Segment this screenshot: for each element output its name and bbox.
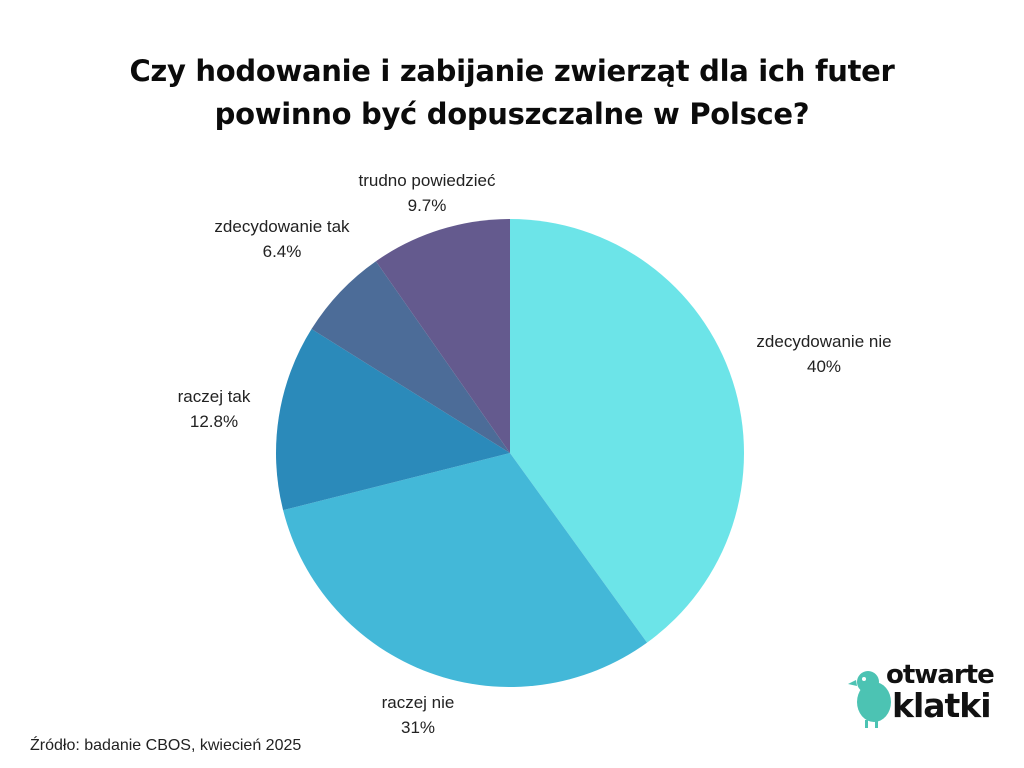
slice-label-4: zdecydowanie tak [214, 217, 350, 236]
slice-value-label-3: 12.8% [190, 412, 238, 431]
slice-label-1: zdecydowanie nie [756, 332, 891, 351]
pie-slice-4 [311, 261, 510, 453]
pie-slice-1 [510, 219, 745, 643]
slice-value-label-2: 31% [401, 718, 435, 737]
pie-slice-2 [283, 453, 648, 687]
logo-text-line-2: klatki [892, 686, 992, 725]
slice-label-3: raczej tak [178, 387, 251, 406]
chart-title: Czy hodowanie i zabijanie zwierząt dla i… [0, 50, 1024, 136]
slice-label-2: raczej nie [382, 693, 455, 712]
chart-title-line-1: Czy hodowanie i zabijanie zwierząt dla i… [129, 54, 895, 88]
pie-slice-3 [276, 329, 510, 511]
slice-label-5: trudno powiedzieć [358, 171, 496, 190]
slice-value-label-4: 6.4% [263, 242, 302, 261]
logo-text-line-1: otwarte [886, 660, 995, 690]
slice-value-label-5: 9.7% [408, 196, 447, 215]
slice-value-label-1: 40% [807, 357, 841, 376]
otwarte-klatki-logo: otwarte klatki [848, 660, 998, 730]
pie-slice-5 [375, 219, 510, 453]
source-note: Źródło: badanie CBOS, kwiecień 2025 [30, 737, 302, 754]
bird-icon [848, 671, 891, 728]
chart-title-line-2: powinno być dopuszczalne w Polsce? [214, 97, 810, 131]
